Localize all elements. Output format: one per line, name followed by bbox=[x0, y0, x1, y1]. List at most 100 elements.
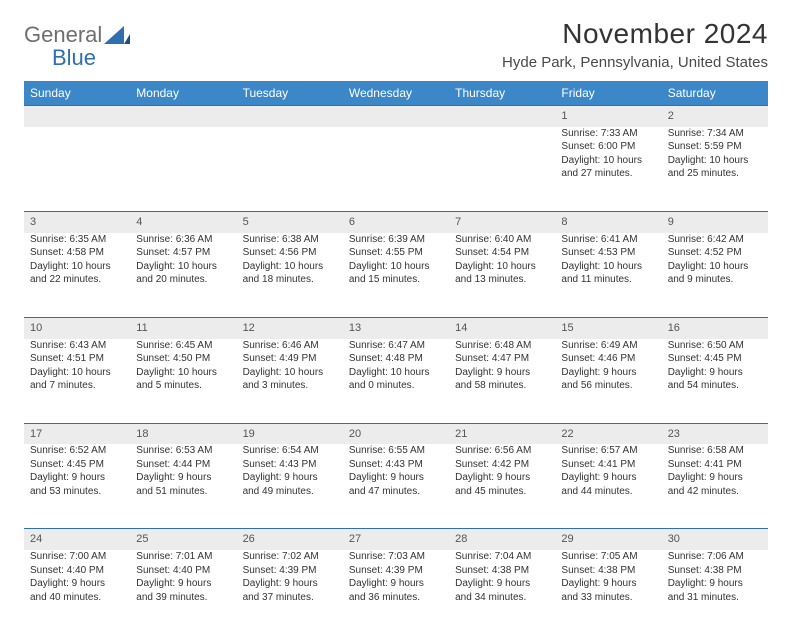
day-number: 27 bbox=[343, 528, 449, 550]
daynum-row: 24252627282930 bbox=[24, 528, 768, 550]
day-number: 19 bbox=[237, 423, 343, 445]
day-cell-header: 2 bbox=[662, 105, 768, 127]
day-info-line: and 27 minutes. bbox=[561, 167, 655, 181]
week-row: Sunrise: 6:35 AMSunset: 4:58 PMDaylight:… bbox=[24, 233, 768, 317]
brand-logo: General Blue bbox=[24, 24, 130, 70]
day-info-line: Sunrise: 6:43 AM bbox=[30, 339, 124, 353]
day-info-line: Sunrise: 6:47 AM bbox=[349, 339, 443, 353]
day-cell: Sunrise: 7:33 AMSunset: 6:00 PMDaylight:… bbox=[555, 127, 661, 211]
day-cell-header bbox=[130, 105, 236, 127]
day-info-line: and 20 minutes. bbox=[136, 273, 230, 287]
day-cell: Sunrise: 6:36 AMSunset: 4:57 PMDaylight:… bbox=[130, 233, 236, 317]
day-cell-header: 6 bbox=[343, 211, 449, 233]
day-info-line: Sunset: 4:47 PM bbox=[455, 352, 549, 366]
day-info-line: Sunset: 4:53 PM bbox=[561, 246, 655, 260]
day-cell-header: 14 bbox=[449, 317, 555, 339]
day-cell: Sunrise: 7:03 AMSunset: 4:39 PMDaylight:… bbox=[343, 550, 449, 634]
day-info-line: Daylight: 9 hours bbox=[668, 577, 762, 591]
day-info-line: Sunset: 4:44 PM bbox=[136, 458, 230, 472]
day-info-line: Daylight: 9 hours bbox=[243, 471, 337, 485]
day-info-line: Sunset: 4:38 PM bbox=[455, 564, 549, 578]
day-number: 26 bbox=[237, 528, 343, 550]
day-number: 5 bbox=[237, 211, 343, 233]
day-info-line: Sunset: 4:55 PM bbox=[349, 246, 443, 260]
day-info-line: and 49 minutes. bbox=[243, 485, 337, 499]
day-cell-header: 11 bbox=[130, 317, 236, 339]
day-info-line: Sunrise: 6:38 AM bbox=[243, 233, 337, 247]
day-number bbox=[237, 105, 343, 127]
day-info-line: Daylight: 9 hours bbox=[30, 577, 124, 591]
day-number bbox=[343, 105, 449, 127]
day-number: 16 bbox=[662, 317, 768, 339]
day-cell: Sunrise: 6:40 AMSunset: 4:54 PMDaylight:… bbox=[449, 233, 555, 317]
day-info-line: Daylight: 9 hours bbox=[561, 366, 655, 380]
day-info-line: Sunset: 4:50 PM bbox=[136, 352, 230, 366]
weekday-header-row: Sunday Monday Tuesday Wednesday Thursday… bbox=[24, 81, 768, 105]
day-number: 2 bbox=[662, 105, 768, 127]
day-cell-header: 17 bbox=[24, 423, 130, 445]
day-info-line: Sunset: 4:51 PM bbox=[30, 352, 124, 366]
day-info-line: Sunset: 6:00 PM bbox=[561, 140, 655, 154]
day-info-line: Daylight: 10 hours bbox=[561, 260, 655, 274]
day-info-line: Sunrise: 7:05 AM bbox=[561, 550, 655, 564]
day-info-line: and 45 minutes. bbox=[455, 485, 549, 499]
day-info-line: and 33 minutes. bbox=[561, 591, 655, 605]
day-cell-header: 21 bbox=[449, 423, 555, 445]
day-cell-header: 29 bbox=[555, 528, 661, 550]
weekday-header: Friday bbox=[555, 81, 661, 105]
day-info-line: Daylight: 9 hours bbox=[349, 471, 443, 485]
day-info-line: and 36 minutes. bbox=[349, 591, 443, 605]
day-cell: Sunrise: 6:50 AMSunset: 4:45 PMDaylight:… bbox=[662, 339, 768, 423]
day-cell: Sunrise: 7:00 AMSunset: 4:40 PMDaylight:… bbox=[24, 550, 130, 634]
day-cell-header: 13 bbox=[343, 317, 449, 339]
header: General Blue November 2024 Hyde Park, Pe… bbox=[24, 18, 768, 71]
day-info-line: and 37 minutes. bbox=[243, 591, 337, 605]
day-info-line: and 13 minutes. bbox=[455, 273, 549, 287]
day-info-line: and 56 minutes. bbox=[561, 379, 655, 393]
day-cell-header: 9 bbox=[662, 211, 768, 233]
day-number: 29 bbox=[555, 528, 661, 550]
day-cell: Sunrise: 7:05 AMSunset: 4:38 PMDaylight:… bbox=[555, 550, 661, 634]
day-info-line: Sunset: 4:40 PM bbox=[136, 564, 230, 578]
day-cell: Sunrise: 6:45 AMSunset: 4:50 PMDaylight:… bbox=[130, 339, 236, 423]
day-info-line: Sunrise: 6:55 AM bbox=[349, 444, 443, 458]
day-info-line: Daylight: 9 hours bbox=[561, 471, 655, 485]
day-info-line: Sunrise: 6:42 AM bbox=[668, 233, 762, 247]
day-number bbox=[130, 105, 236, 127]
day-info-line: Sunset: 4:49 PM bbox=[243, 352, 337, 366]
day-info-line: and 58 minutes. bbox=[455, 379, 549, 393]
day-number: 21 bbox=[449, 423, 555, 445]
day-number: 4 bbox=[130, 211, 236, 233]
day-info-line: Sunset: 4:43 PM bbox=[243, 458, 337, 472]
day-info-line: and 31 minutes. bbox=[668, 591, 762, 605]
day-info-line: Sunset: 4:45 PM bbox=[668, 352, 762, 366]
day-cell-header: 26 bbox=[237, 528, 343, 550]
day-cell-header: 7 bbox=[449, 211, 555, 233]
day-info-line: Sunset: 4:40 PM bbox=[30, 564, 124, 578]
day-cell-header: 24 bbox=[24, 528, 130, 550]
day-number: 14 bbox=[449, 317, 555, 339]
day-cell-header: 3 bbox=[24, 211, 130, 233]
day-cell-header: 5 bbox=[237, 211, 343, 233]
day-cell: Sunrise: 7:02 AMSunset: 4:39 PMDaylight:… bbox=[237, 550, 343, 634]
day-cell-header: 10 bbox=[24, 317, 130, 339]
day-number: 11 bbox=[130, 317, 236, 339]
day-info-line: Daylight: 9 hours bbox=[668, 366, 762, 380]
day-info-line: Daylight: 10 hours bbox=[349, 366, 443, 380]
day-cell-header: 25 bbox=[130, 528, 236, 550]
day-number: 1 bbox=[555, 105, 661, 127]
day-info-line: Sunrise: 7:04 AM bbox=[455, 550, 549, 564]
day-cell: Sunrise: 6:49 AMSunset: 4:46 PMDaylight:… bbox=[555, 339, 661, 423]
day-cell-header bbox=[343, 105, 449, 127]
day-info-line: and 18 minutes. bbox=[243, 273, 337, 287]
day-info-line: and 44 minutes. bbox=[561, 485, 655, 499]
day-number: 8 bbox=[555, 211, 661, 233]
day-info-line: Sunrise: 6:50 AM bbox=[668, 339, 762, 353]
week-row: Sunrise: 6:52 AMSunset: 4:45 PMDaylight:… bbox=[24, 444, 768, 528]
day-cell-header: 8 bbox=[555, 211, 661, 233]
day-cell-header: 1 bbox=[555, 105, 661, 127]
day-info-line: Daylight: 9 hours bbox=[455, 577, 549, 591]
day-number: 9 bbox=[662, 211, 768, 233]
day-cell bbox=[24, 127, 130, 211]
day-info-line: and 53 minutes. bbox=[30, 485, 124, 499]
